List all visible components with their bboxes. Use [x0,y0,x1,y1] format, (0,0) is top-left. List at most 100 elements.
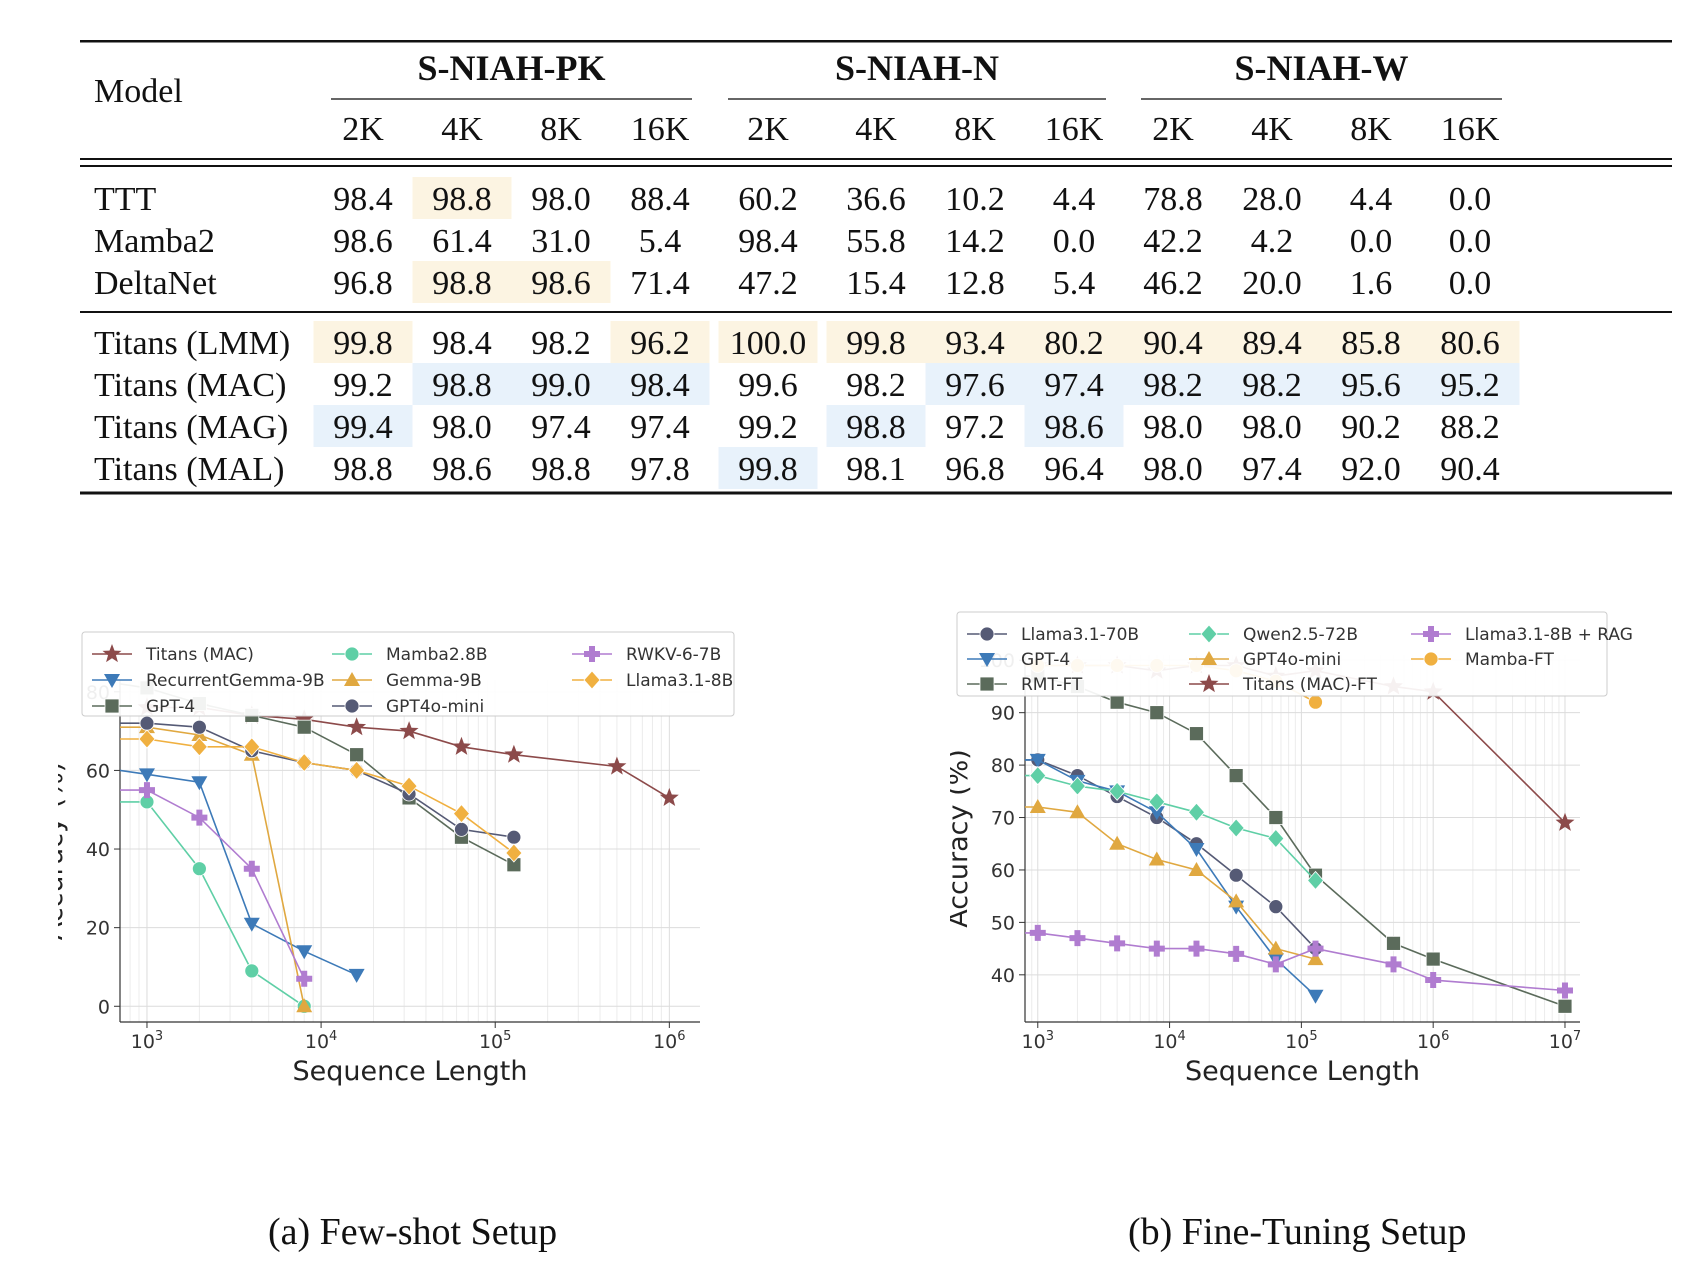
series-marker [191,809,208,826]
series-recurrentgemma-9b [119,768,365,983]
series-marker [607,756,627,775]
table-cell-highlight [313,405,413,447]
table-cell-value: 90.4 [1143,325,1203,362]
series-marker [1268,899,1284,915]
series-marker [1069,804,1086,819]
series-marker [296,719,312,735]
table-cell-value: 31.0 [531,223,591,260]
table-row-model: DeltaNet [94,265,217,302]
table-cell-value: 0.0 [1350,223,1393,260]
series-marker [1108,781,1126,801]
table-cell-value: 97.4 [630,409,690,446]
table-length-header: 16K [1441,111,1500,148]
series-marker [1148,792,1166,812]
table-length-header: 4K [1251,111,1293,148]
table-cell-highlight [925,321,1025,363]
table-length-header: 8K [1350,111,1392,148]
legend-item: RMT-FT [967,675,1083,695]
series-marker [244,963,260,979]
table-cell-highlight [1420,363,1520,405]
series-marker [102,644,122,663]
x-tick-label: 103 [1022,1029,1054,1053]
series-marker [344,698,360,714]
series-marker [1267,940,1284,955]
series-marker [1228,945,1245,962]
series-marker [506,829,522,845]
legend-item: Titans (MAC) [92,644,254,665]
series-rwkv-6-7b [120,782,313,987]
table-cell-value: 100.0 [730,325,807,362]
series-marker [1029,765,1047,786]
series-marker [1423,651,1439,667]
table-cell-value: 98.0 [1143,409,1203,446]
table-cell-value: 4.4 [1350,181,1393,218]
series-marker [1555,812,1575,831]
legend-box [81,631,735,717]
legend-label: Titans (MAC) [145,645,254,665]
x-tick-label: 103 [131,1029,163,1053]
table-cell-value: 88.2 [1440,409,1500,446]
fine-tuning-chart: 103104105106107405060708090100Sequence L… [950,611,1633,1087]
table-cell-value: 99.2 [333,367,393,404]
series-marker [399,721,419,740]
table-length-header: 4K [441,111,483,148]
table-cell-value: 99.2 [738,409,798,446]
legend-item: Gemma-9B [332,671,482,691]
series-marker [1425,951,1441,967]
legend-item: Titans (MAC)-FT [1189,674,1377,695]
legend-label: GPT4o-mini [386,697,484,717]
table-length-header: 8K [540,111,582,148]
table-cell-value: 85.8 [1341,325,1401,362]
table-cell-value: 98.4 [432,325,492,362]
x-tick-label: 104 [305,1029,337,1053]
series-marker [349,747,365,763]
legend-label: GPT-4 [146,697,195,717]
series-marker [1148,940,1165,957]
table-cell-highlight [610,363,710,405]
table-cell-value: 99.0 [531,367,591,404]
table-group-header: S-NIAH-W [1234,48,1408,88]
table-cell-highlight [313,321,413,363]
legend-label: Mamba-FT [1465,650,1554,670]
series-marker [1148,851,1165,866]
table-length-header: 2K [747,111,789,148]
series-marker [1423,626,1439,642]
series-marker [243,737,261,757]
series-marker [584,646,600,662]
y-tick-label: 70 [991,808,1015,830]
table-cell-highlight [1123,363,1223,405]
table-length-header: 8K [954,111,996,148]
table-cell-value: 14.2 [945,223,1005,260]
legend-label: GPT4o-mini [1243,650,1341,670]
results-table-grid: Model S-NIAH-PK S-NIAH-N S-NIAH-W 2K 4K 8K 16K 2… [80,39,1672,495]
table-cell-highlight [1321,363,1421,405]
series-marker [1069,930,1086,947]
table-cell-highlight [1222,321,1322,363]
y-tick-label: 90 [991,703,1015,725]
table-cell-value: 55.8 [846,223,906,260]
y-axis-label: Accuracy (%) [950,749,974,928]
legend-label: Llama3.1-8B + RAG [1465,625,1633,645]
series-marker [104,698,120,714]
table-cell-value: 97.4 [531,409,591,446]
series-marker [1267,956,1284,973]
table-cell-value: 99.4 [333,409,393,446]
y-tick-label: 80 [991,755,1015,777]
few-shot-chart: 103104105106020406080Sequence LengthAccu… [58,631,735,1087]
legend-item: Qwen2.5-72B [1189,624,1358,645]
table-cell-value: 80.2 [1044,325,1104,362]
series-marker [295,752,313,773]
legend-item: GPT-4 [967,650,1070,670]
table-cell-highlight [826,405,926,447]
x-tick-label: 105 [479,1029,511,1053]
series-marker [191,719,207,735]
series-marker [191,776,208,791]
table-cell-value: 98.6 [531,265,591,302]
series-marker [190,737,208,757]
table-cell-value: 92.0 [1341,451,1401,488]
table-cell-highlight [1321,321,1421,363]
series-marker [1068,776,1086,796]
table-cell-value: 4.2 [1251,223,1294,260]
series-marker [344,646,360,662]
series-marker [1228,893,1245,908]
